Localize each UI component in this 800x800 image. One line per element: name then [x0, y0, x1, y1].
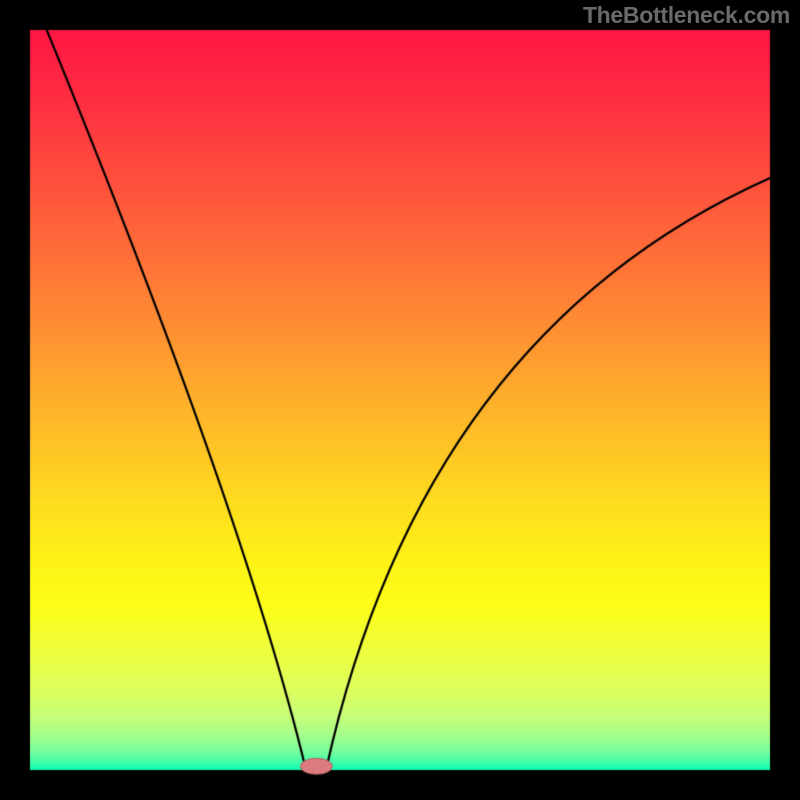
- bottleneck-chart-canvas: [0, 0, 800, 800]
- chart-container: TheBottleneck.com: [0, 0, 800, 800]
- attribution-text: TheBottleneck.com: [583, 2, 790, 29]
